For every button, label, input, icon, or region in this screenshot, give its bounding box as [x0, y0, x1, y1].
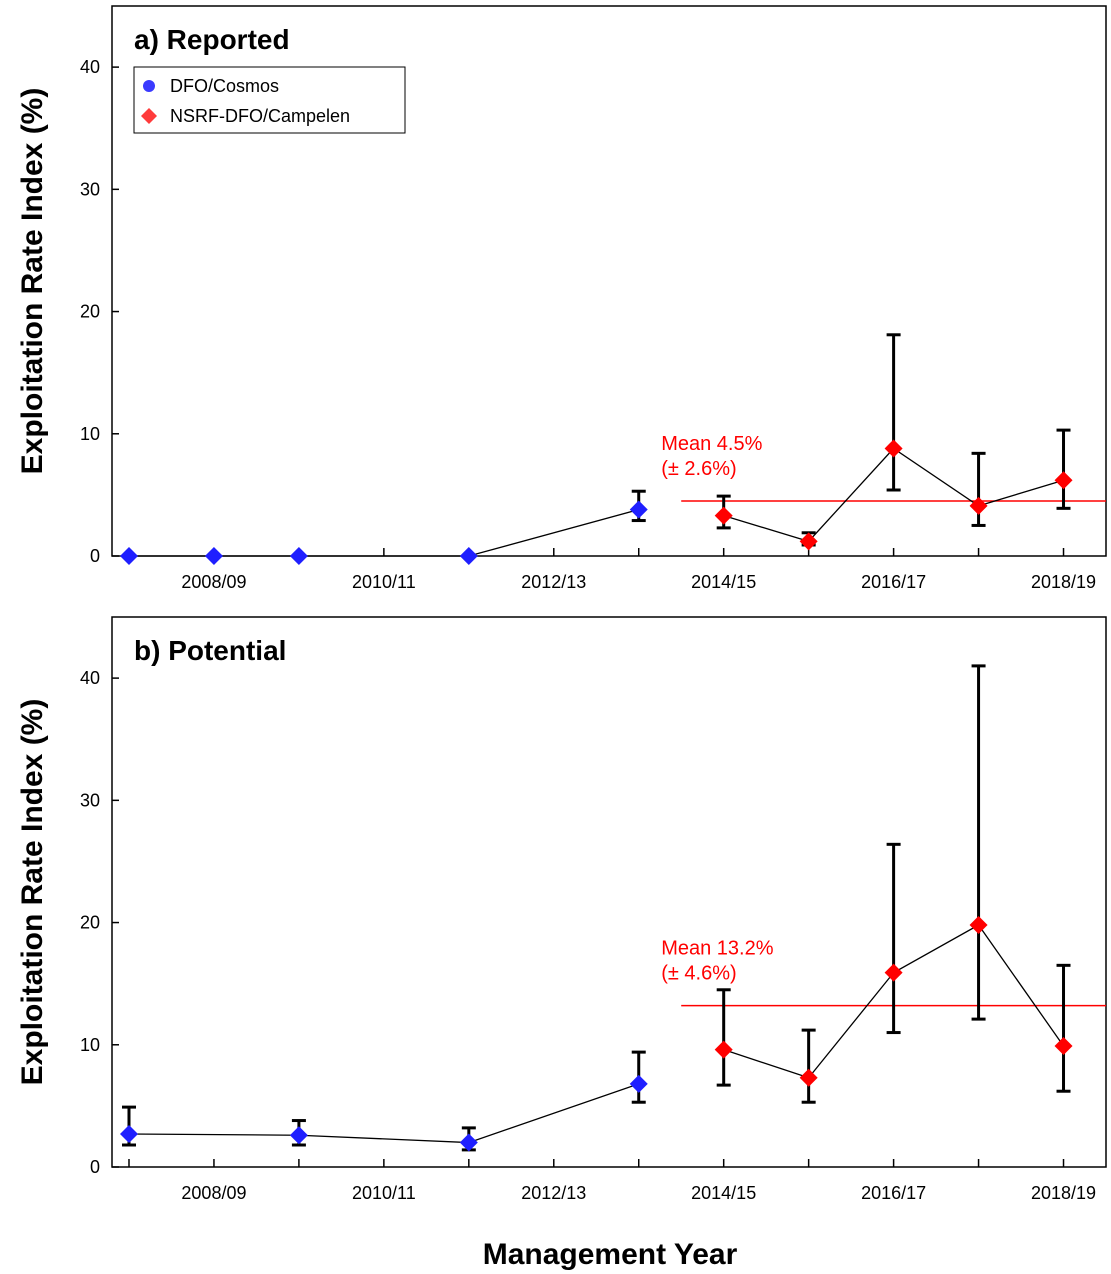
data-point — [714, 506, 733, 525]
data-point — [799, 532, 818, 551]
data-point — [1054, 1037, 1073, 1055]
mean-label: Mean 4.5% — [661, 433, 762, 455]
data-point — [289, 547, 308, 565]
legend-marker-dfo-cosmos — [143, 80, 155, 92]
data-point — [119, 1125, 138, 1143]
x-axis-label: Management Year — [483, 1238, 738, 1271]
y-tick-label: 30 — [80, 179, 100, 199]
y-tick-label: 20 — [80, 302, 100, 322]
data-point — [459, 1133, 478, 1152]
x-tick-label: 2014/15 — [691, 572, 756, 592]
data-point — [459, 547, 478, 565]
x-tick-label: 2010/11 — [352, 1183, 416, 1203]
y-tick-label: 10 — [80, 424, 100, 444]
y-tick-label: 20 — [80, 913, 100, 933]
y-tick-label: 40 — [80, 668, 100, 688]
x-tick-label: 2016/17 — [861, 572, 926, 592]
x-tick-label: 2018/19 — [1031, 572, 1096, 592]
data-point — [629, 1074, 648, 1093]
x-tick-label: 2016/17 — [861, 1183, 926, 1203]
y-axis-label-b: Exploitation Rate Index (%) — [16, 699, 49, 1086]
y-axis-label-a: Exploitation Rate Index (%) — [16, 88, 49, 475]
series-line — [128, 1083, 639, 1144]
x-tick-label: 2008/09 — [181, 572, 246, 592]
mean-label: Mean 13.2% — [661, 938, 774, 960]
data-point — [289, 1126, 308, 1145]
y-tick-label: 30 — [80, 790, 100, 810]
mean-sd-label: (± 2.6%) — [661, 458, 736, 480]
legend: DFO/Cosmos NSRF-DFO/Campelen — [133, 66, 406, 134]
data-point — [799, 1068, 818, 1087]
x-tick-label: 2014/15 — [691, 1183, 756, 1203]
x-tick-label: 2018/19 — [1031, 1183, 1096, 1203]
x-tick-label: 2008/09 — [181, 1183, 246, 1203]
data-point — [714, 1040, 733, 1059]
legend-box — [133, 66, 406, 134]
legend-label-dfo-cosmos: DFO/Cosmos — [170, 76, 279, 96]
data-point — [884, 963, 903, 982]
y-tick-label: 40 — [80, 57, 100, 77]
panel-title-b: b) Potential — [134, 635, 286, 666]
mean-sd-label: (± 4.6%) — [661, 963, 736, 985]
data-point — [969, 496, 988, 515]
x-tick-label: 2010/11 — [352, 572, 416, 592]
data-point — [119, 547, 138, 565]
panel-title-a: a) Reported — [134, 24, 290, 55]
legend-label-nsrf-campelen: NSRF-DFO/Campelen — [170, 106, 350, 126]
plot-frame-a — [111, 5, 1107, 557]
data-point — [1054, 471, 1073, 490]
plot-frame-b — [111, 616, 1107, 1168]
y-tick-label: 0 — [90, 546, 100, 566]
data-point — [884, 439, 903, 458]
data-point — [204, 547, 223, 565]
legend-marker-nsrf-campelen — [141, 108, 157, 124]
panel-b: 0 10 20 30 40 2008/09 2010/11 2012/13 2014/15 201… — [16, 616, 1107, 1203]
x-tick-label: 2012/13 — [521, 572, 586, 592]
data-point — [629, 500, 648, 519]
panel-a: 0 10 20 30 40 2008/09 2010/11 2012/13 2014/15 201… — [16, 5, 1107, 592]
x-tick-label: 2012/13 — [521, 1183, 586, 1203]
y-tick-label: 0 — [90, 1157, 100, 1177]
data-point — [969, 916, 988, 934]
y-tick-label: 10 — [80, 1035, 100, 1055]
